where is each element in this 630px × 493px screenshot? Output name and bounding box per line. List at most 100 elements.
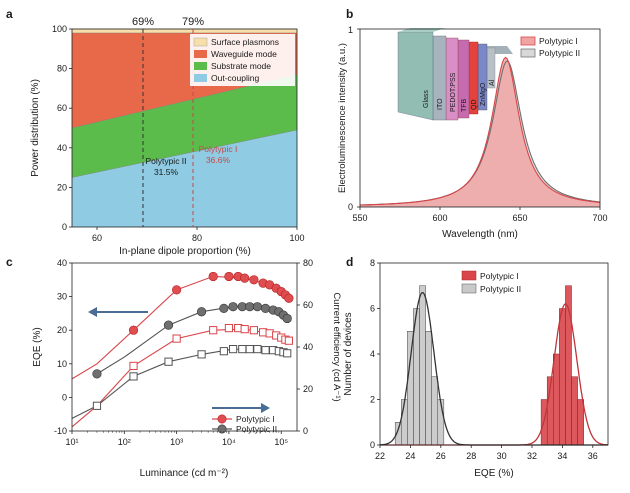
panel-a-xlabel: In-plane dipole proportion (%) bbox=[119, 246, 251, 257]
ytick-label-d: 2 bbox=[370, 395, 375, 405]
xtick-label-d: 36 bbox=[588, 451, 598, 461]
legend-b-polytypic-i: Polytypic I bbox=[539, 36, 578, 46]
svg-text:Glass: Glass bbox=[423, 90, 430, 108]
ce-point-polytypic-i bbox=[172, 334, 181, 343]
panel-a: a 69% 79% Polytypic II 31.5% Polytypic I… bbox=[6, 7, 305, 257]
xtick-label-a: 80 bbox=[192, 233, 202, 243]
vline-label-69: 69% bbox=[132, 16, 154, 28]
ytick-label-c: 0 bbox=[62, 392, 67, 402]
xtick-label-d: 34 bbox=[557, 451, 567, 461]
panel-d-xlabel: EQE (%) bbox=[474, 468, 513, 479]
legend-swatch-d-polytypic-ii bbox=[461, 283, 477, 294]
eqe-point-polytypic-ii bbox=[228, 302, 238, 312]
layer-qd: QD bbox=[468, 41, 479, 115]
arrow-left-eqe bbox=[88, 307, 148, 317]
xtick-label-c: 10³ bbox=[170, 437, 183, 447]
panel-b-ylabel: Electroluminescence intensity (a.u.) bbox=[337, 43, 348, 193]
ce-point-polytypic-i bbox=[249, 326, 258, 335]
vline-label-79: 79% bbox=[182, 16, 204, 28]
ytick-label-c: -10 bbox=[54, 426, 67, 436]
panel-label-b: b bbox=[346, 7, 353, 21]
arrow-right-ce bbox=[212, 403, 270, 413]
eqe-point-polytypic-i bbox=[172, 285, 182, 295]
panel-b-legend: Polytypic I Polytypic II bbox=[520, 36, 580, 58]
ce-point-polytypic-ii bbox=[219, 347, 228, 356]
panel-c-xlabel: Luminance (cd m⁻²) bbox=[140, 468, 229, 479]
panel-c: c Polytypic I Polytypic II 10¹ 10² 10³ 10⁴ 1… bbox=[6, 255, 342, 479]
xtick-label-b: 700 bbox=[592, 213, 607, 223]
bar-polytypic-i bbox=[553, 353, 560, 446]
ytick-label-a: 20 bbox=[57, 182, 67, 192]
layer-tfb: TFB bbox=[457, 39, 470, 119]
bar-polytypic-ii bbox=[419, 285, 426, 446]
panel-c-axes: 10¹ 10² 10³ 10⁴ 10⁵ -10 0 10 20 30 40 0 20 40 60 80 bbox=[54, 258, 313, 447]
ce-point-polytypic-ii bbox=[197, 350, 206, 359]
panel-b-axes: 550 600 650 700 bbox=[352, 28, 608, 223]
ytick-label-d: 4 bbox=[370, 349, 375, 359]
ce-point-polytypic-i bbox=[240, 325, 249, 334]
panel-b-ytick-0: 0 bbox=[348, 202, 353, 212]
eqe-point-polytypic-ii bbox=[196, 307, 207, 317]
panel-b-xlabel: Wavelength (nm) bbox=[442, 229, 518, 240]
xtick-label-d: 30 bbox=[497, 451, 507, 461]
legend-swatch-outcoupling bbox=[194, 74, 207, 82]
xtick-label-c: 10² bbox=[118, 437, 131, 447]
xtick-label-c: 10⁴ bbox=[222, 437, 236, 447]
panel-b-frame bbox=[359, 28, 601, 208]
legend-swatch-b-polytypic-ii bbox=[520, 48, 536, 58]
layer-ito: ITO bbox=[432, 35, 447, 121]
panel-b-curves bbox=[360, 56, 601, 207]
eqe-point-polytypic-ii bbox=[163, 320, 174, 330]
ytick-label-a: 100 bbox=[52, 24, 67, 34]
panel-label-c: c bbox=[6, 255, 13, 269]
panel-c-legend: Polytypic I Polytypic II bbox=[212, 414, 277, 434]
panel-c-series bbox=[71, 271, 294, 428]
legend-waveguide-mode: Waveguide mode bbox=[211, 49, 277, 59]
xtick-label-d: 26 bbox=[436, 451, 446, 461]
legend-swatch-waveguide bbox=[194, 50, 207, 58]
eqe-point-polytypic-i bbox=[284, 293, 294, 303]
legend-c-marker-polytypic-i bbox=[217, 414, 227, 424]
layer-znmgo: ZnMgO bbox=[477, 43, 488, 111]
xtick-label-b: 600 bbox=[432, 213, 447, 223]
svg-text:TFB: TFB bbox=[461, 98, 468, 112]
panel-label-d: d bbox=[346, 255, 353, 269]
xtick-label-c: 10⁵ bbox=[274, 437, 288, 447]
ytick-label-c: 40 bbox=[57, 258, 67, 268]
area-substrate-mode bbox=[72, 74, 297, 178]
eqe-point-polytypic-ii bbox=[252, 302, 263, 312]
bar-polytypic-ii bbox=[425, 331, 432, 446]
legend-d-polytypic-ii: Polytypic II bbox=[480, 284, 521, 294]
xtick-label-d: 32 bbox=[527, 451, 537, 461]
panel-d-legend: Polytypic I Polytypic II bbox=[461, 270, 521, 294]
panel-a-ylabel: Power distribution (%) bbox=[30, 79, 41, 177]
legend-c-polytypic-ii: Polytypic II bbox=[236, 424, 277, 434]
panel-d: d Polytypic I Polytypic II 22 24 26 28 30 32 3… bbox=[343, 255, 609, 479]
bar-polytypic-i bbox=[571, 376, 578, 446]
ce-point-polytypic-ii bbox=[238, 345, 247, 354]
panel-d-ylabel: Number of devices bbox=[343, 312, 354, 395]
panel-a-axes: 60 80 100 0 20 40 60 80 100 bbox=[52, 24, 305, 243]
svg-text:PEDOT:PSS: PEDOT:PSS bbox=[450, 72, 457, 112]
layer-pedot: PEDOT:PSS bbox=[445, 37, 459, 121]
area-out-coupling bbox=[72, 129, 297, 227]
legend-swatch-surface bbox=[193, 37, 208, 47]
legend-c-marker-polytypic-ii bbox=[217, 424, 227, 434]
bar-polytypic-i bbox=[577, 399, 584, 446]
ytick-label-a: 40 bbox=[57, 143, 67, 153]
xtick-label-a: 60 bbox=[92, 233, 102, 243]
panel-b-ytick-1: 1 bbox=[348, 25, 353, 35]
ytick-label-c: 20 bbox=[57, 325, 67, 335]
annotation-polytypic-ii: Polytypic II bbox=[145, 156, 186, 166]
ce-point-polytypic-ii bbox=[261, 346, 270, 355]
eqe-point-polytypic-i bbox=[128, 325, 139, 335]
ce-point-polytypic-ii bbox=[164, 357, 173, 366]
ytick-label-c: 10 bbox=[57, 359, 67, 369]
eqe-point-polytypic-i bbox=[240, 273, 250, 283]
xtick-label-d: 24 bbox=[405, 451, 415, 461]
legend-swatch-d-polytypic-i bbox=[461, 270, 477, 281]
ce-point-polytypic-ii bbox=[245, 345, 254, 354]
xtick-label-a: 100 bbox=[289, 233, 304, 243]
svg-text:ITO: ITO bbox=[437, 98, 444, 110]
